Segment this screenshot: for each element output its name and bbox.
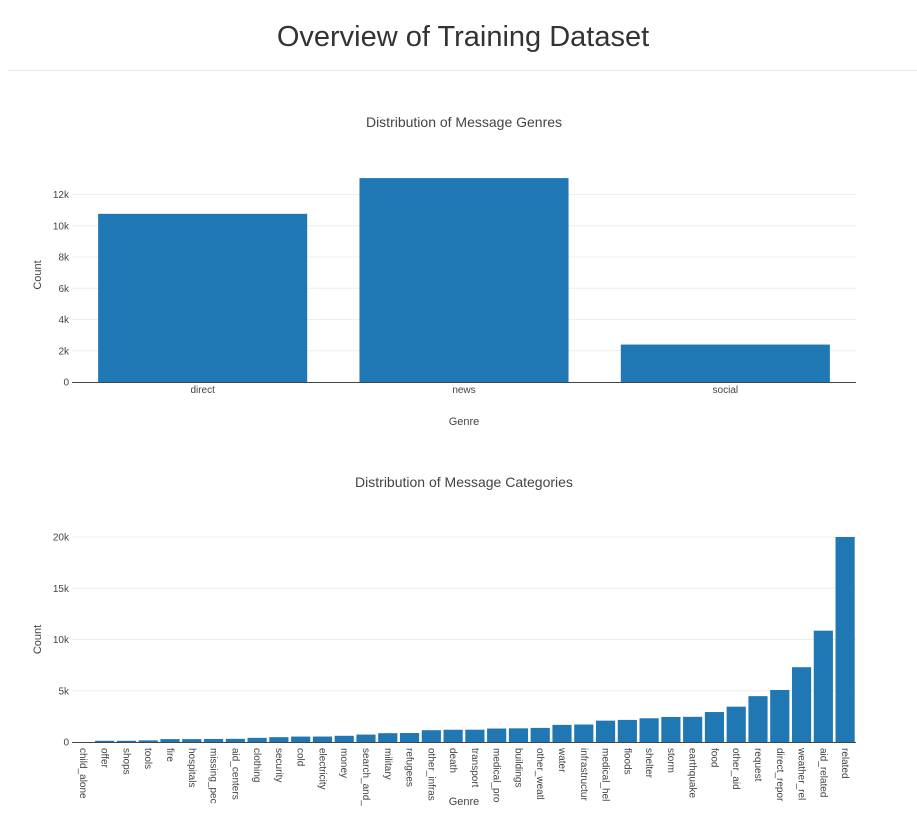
bar-medical-hel [595, 720, 616, 742]
bar-news [359, 178, 569, 382]
x-tick-label: request [752, 748, 763, 782]
y-tick-label: 2k [58, 346, 70, 357]
x-tick-label: weather_rel [796, 747, 807, 800]
x-tick-label: floods [621, 748, 632, 775]
bar-electricity [312, 736, 333, 742]
x-tick-label: storm [665, 748, 676, 773]
x-tick-label: other_weatl [534, 748, 545, 800]
x-tick-label: infrastructur [578, 748, 589, 801]
x-tick-label: medical_hel [600, 748, 611, 801]
bar-search-and- [356, 734, 376, 742]
y-tick-label: 0 [63, 738, 69, 749]
bar-offer [95, 740, 115, 742]
y-tick-label: 20k [53, 533, 70, 544]
x-tick-label: medical_pro [491, 748, 502, 803]
bar-money [334, 735, 354, 742]
x-tick-label: death [447, 748, 458, 773]
x-tick-label: electricity [316, 748, 327, 790]
x-tick-label: buildings [512, 748, 523, 787]
bar-direct [98, 213, 308, 382]
x-tick-label: clothing [251, 748, 262, 782]
bar-tools [138, 740, 158, 742]
x-tick-label: shops [120, 748, 131, 775]
bar-medical-pro [487, 728, 507, 742]
y-tick-label: 5k [58, 686, 70, 697]
bar-other-aid [726, 706, 746, 742]
x-tick-label: shelter [643, 748, 654, 779]
bar-aid-related [813, 630, 833, 742]
bar-shops [116, 740, 137, 742]
x-tick-label: other_aid [730, 748, 741, 790]
y-tick-label: 10k [53, 221, 70, 232]
bar-clothing [247, 737, 267, 742]
x-tick-label: missing_pec [208, 748, 219, 804]
bar-storm [661, 716, 681, 742]
bar-social [620, 344, 830, 382]
bar-floods [617, 719, 637, 742]
x-tick-label: earthquake [687, 748, 698, 798]
x-tick-label: aid_related [817, 748, 828, 797]
x-tick-label: military [382, 748, 393, 780]
x-tick-label: other_infras [425, 748, 436, 801]
bar-buildings [508, 728, 529, 742]
bar-infrastructur [574, 724, 594, 742]
bar-refugees [399, 733, 420, 742]
y-tick-label: 4k [58, 315, 70, 326]
bar-request [748, 696, 768, 742]
x-tick-label: security [273, 748, 284, 782]
y-tick-label: 15k [53, 584, 70, 595]
page-title: Overview of Training Dataset [276, 21, 650, 53]
page-header: Overview of Training Dataset [8, 0, 917, 71]
bar-other-infras [421, 730, 441, 742]
bar-cold [291, 736, 311, 742]
y-tick-label: 6k [58, 284, 70, 295]
bar-transport [465, 729, 485, 742]
chart-title: Distribution of Message Genres [366, 114, 562, 130]
x-tick-label: cold [295, 748, 306, 766]
bar-weather-rel [791, 667, 812, 742]
bar-fire [160, 739, 180, 742]
bar-other-weatl [530, 727, 550, 742]
bar-missing-pec [203, 738, 224, 742]
bar-death [443, 729, 463, 742]
bar-food [704, 712, 725, 742]
y-tick-label: 12k [53, 190, 70, 201]
x-tick-label: hospitals [186, 748, 197, 787]
y-axis-title: Count [32, 260, 44, 289]
x-tick-label: direct [190, 385, 215, 396]
x-tick-label: offer [99, 748, 110, 768]
x-tick-label: child_alone [77, 748, 88, 799]
y-tick-label: 8k [58, 253, 70, 264]
x-tick-label: transport [469, 748, 480, 788]
x-tick-label: related [839, 748, 850, 779]
x-axis-title: Genre [449, 416, 480, 428]
x-tick-label: refugees [404, 748, 415, 787]
bar-shelter [639, 718, 659, 742]
x-tick-label: search_and_ [360, 748, 371, 806]
x-tick-label: fire [164, 748, 175, 762]
y-tick-label: 0 [63, 378, 69, 389]
bar-earthquake [683, 716, 703, 742]
bar-security [269, 737, 289, 742]
x-tick-label: aid_centers [229, 748, 240, 800]
bar-aid-centers [225, 738, 245, 742]
bar-direct-repor [770, 689, 790, 742]
x-tick-label: news [452, 385, 475, 396]
x-tick-label: direct_repor [774, 748, 785, 802]
y-axis-title: Count [32, 625, 44, 654]
x-tick-label: money [338, 748, 349, 778]
x-tick-label: food [708, 748, 719, 767]
bar-related [835, 537, 855, 742]
bar-hospitals [182, 739, 202, 742]
bar-military [378, 733, 398, 742]
x-tick-label: social [713, 385, 739, 396]
y-tick-label: 10k [53, 635, 70, 646]
x-axis-title: Genre [449, 796, 480, 808]
x-tick-label: water [556, 747, 567, 773]
x-tick-label: tools [142, 748, 153, 769]
chart-title: Distribution of Message Categories [355, 474, 573, 490]
bar-water [552, 724, 572, 742]
